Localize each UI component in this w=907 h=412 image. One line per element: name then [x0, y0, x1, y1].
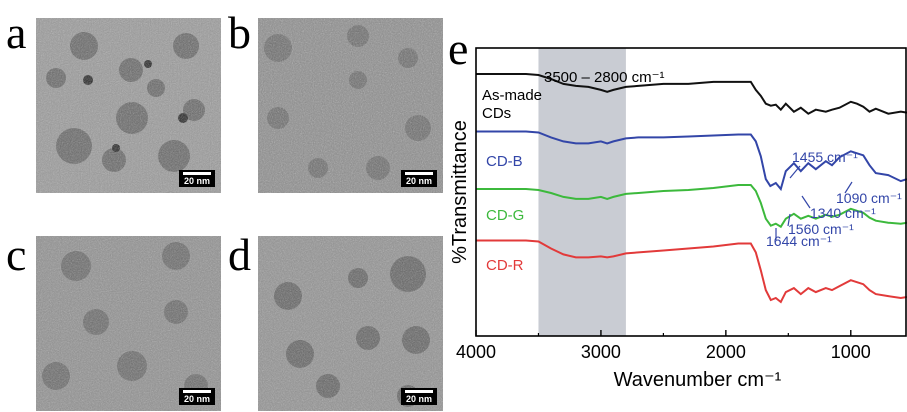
series-label-4: CD-R	[486, 257, 524, 274]
x-tick-label-2: 2000	[706, 342, 746, 362]
peak-arrow-0	[789, 165, 801, 179]
peak-annotation-3: 1560 cm⁻¹	[788, 221, 854, 237]
tem-image-b-graphic	[258, 18, 443, 193]
band-label: 3500 – 2800 cm⁻¹	[544, 69, 665, 86]
scale-bar-d-label: 20 nm	[405, 394, 432, 404]
peak-annotation-1: 1090 cm⁻¹	[836, 190, 902, 206]
scale-bar-d: 20 nm	[401, 388, 437, 405]
series-line-1	[476, 130, 907, 192]
tem-image-c: 20 nm	[36, 236, 221, 411]
scale-bar-a-label: 20 nm	[183, 176, 210, 186]
tem-image-b: 20 nm	[258, 18, 443, 193]
peak-annotation-0: 1455 cm⁻¹	[792, 149, 858, 165]
series-label-3: CD-G	[486, 207, 524, 224]
scale-bar-b: 20 nm	[401, 170, 437, 187]
tem-image-c-graphic	[36, 236, 221, 411]
peak-arrow-2	[801, 195, 811, 209]
peak-annotation-2: 1340 cm⁻¹	[810, 205, 876, 221]
series-line-3	[476, 239, 907, 304]
x-tick-label-1: 3000	[581, 342, 621, 362]
peak-arrow-3	[787, 213, 791, 227]
series-label-1: CDs	[482, 105, 511, 122]
series-layer	[476, 73, 907, 304]
scale-bar-a: 20 nm	[179, 170, 215, 187]
panel-letter-e: e	[448, 23, 468, 74]
tem-image-d-graphic	[258, 236, 443, 411]
scale-bar-c-label: 20 nm	[183, 394, 210, 404]
plot-frame	[475, 47, 907, 337]
series-line-2	[476, 184, 907, 229]
series-label-2: CD-B	[486, 153, 523, 170]
peak-annotation-4: 1644 cm⁻¹	[766, 233, 832, 249]
panel-letter-c: c	[6, 229, 27, 280]
scale-bar-c: 20 nm	[179, 388, 215, 405]
shaded-band	[538, 48, 626, 336]
tem-image-d: 20 nm	[258, 236, 443, 411]
x-tick-label-3: 1000	[831, 342, 871, 362]
panel-letter-b: b	[228, 7, 251, 58]
panel-letter-a: a	[6, 7, 27, 58]
series-label-0: As-made	[482, 87, 542, 104]
x-axis-label: Wavenumber cm⁻¹	[614, 369, 782, 391]
scale-bar-b-label: 20 nm	[405, 176, 432, 186]
tem-image-a: 20 nm	[36, 18, 221, 193]
tem-image-a-graphic	[36, 18, 221, 193]
peak-arrow-1	[844, 181, 853, 194]
axis-layer: 4000 3000 2000 1000 Wavenumber cm⁻¹ %Transmit…	[449, 120, 871, 391]
panel-letter-d: d	[228, 229, 251, 280]
x-tick-label-0: 4000	[456, 342, 496, 362]
y-axis-label: %Transmittance	[449, 120, 471, 264]
series-line-0	[476, 73, 907, 115]
